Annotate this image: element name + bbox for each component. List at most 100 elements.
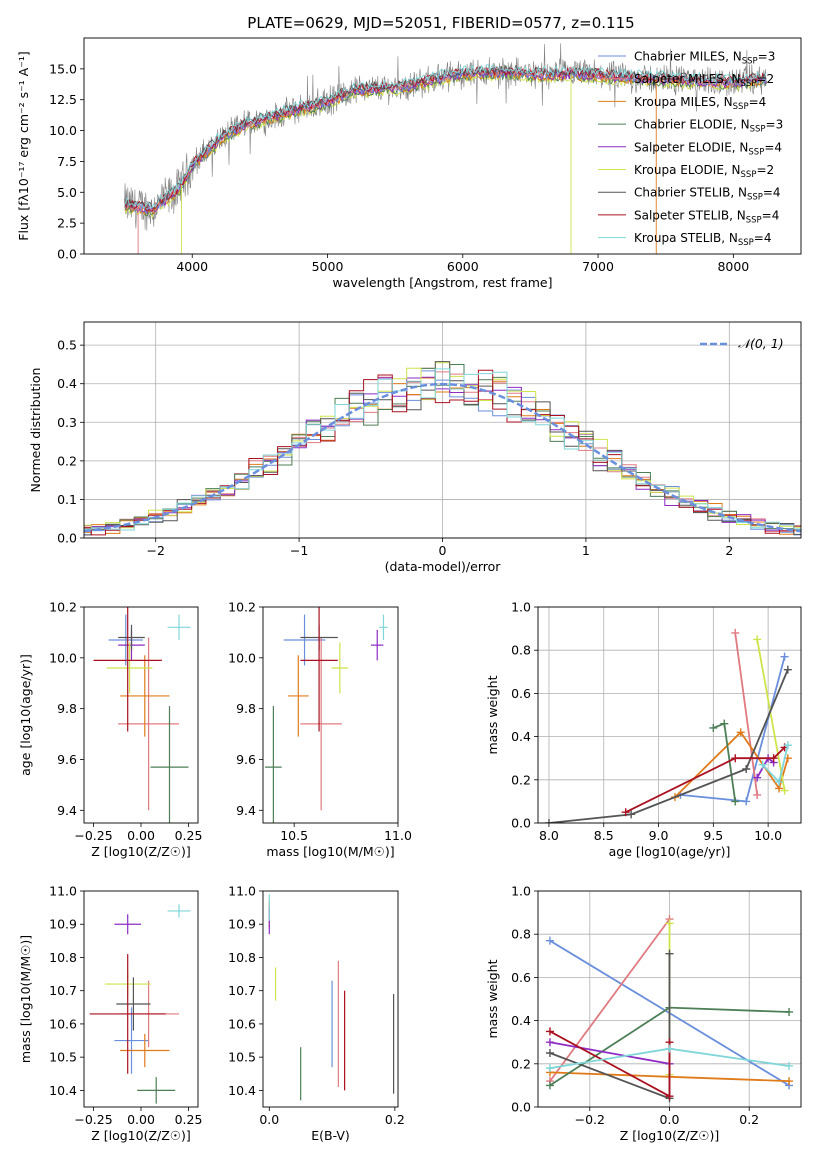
weight-marker (709, 723, 718, 732)
errorbar-salpeter_stelib (300, 607, 338, 732)
y-tick-label: 0.0 (57, 247, 77, 262)
axes-age_vs_Z: −0.25 0.00 0.25 9.4 9.6 9.8 10.0 10.2 Z [log10(Z… (18, 600, 202, 860)
weight-marker (545, 1027, 554, 1036)
figure-title: PLATE=0629, MJD=52051, FIBERID=0577, z=0… (247, 14, 634, 32)
legend-entry-chabrier_elodie: Chabrier ELODIE, NSSP=3 (634, 118, 783, 135)
y-tick-label: 0.0 (57, 531, 77, 546)
legend-entry-subscript: SSP (747, 193, 763, 203)
errorbar-kroupa_elodie (331, 642, 349, 694)
weight-marker (731, 754, 740, 763)
weight-series-kroupa_elodie (753, 635, 789, 795)
y-tick-label: 0.4 (57, 376, 77, 391)
axes-frame (262, 606, 399, 824)
errorbar-kroupa_miles (120, 655, 170, 737)
axes-weight_vs_Z: −0.2 0.0 0.2 0.0 0.2 0.4 0.6 0.8 1.0 Z [log10(Z/Z… (485, 884, 802, 1143)
y-tick-label: 0.4 (511, 729, 531, 744)
y-tick-label: 10.9 (228, 917, 256, 932)
y-tick-label: 0.0 (511, 816, 531, 831)
x-axis-label: age [log10(age/yr)] (609, 844, 731, 859)
y-tick-label: 10.4 (49, 1083, 77, 1098)
errorbar-salpeter_elodie (371, 629, 384, 661)
histogram-kroupa_stelib (84, 368, 801, 531)
x-tick-label: −0.25 (74, 828, 112, 843)
legend-entry-count: =4 (754, 231, 772, 245)
x-tick-label: 1 (582, 543, 590, 558)
weight-marker (783, 741, 792, 750)
x-tick-label: 10.5 (280, 828, 308, 843)
legend-entry-text: Salpeter MILES, N (634, 72, 741, 86)
weight-marker (785, 1077, 794, 1086)
legend-entry-subscript: SSP (748, 147, 764, 157)
y-tick-label: 11.0 (49, 884, 77, 899)
errorbar-chabrier_miles (283, 614, 326, 666)
weight-marker (758, 760, 767, 769)
legend-entry-text: Salpeter ELODIE, N (634, 140, 748, 154)
errorbar-chabrier_elodie (137, 1077, 176, 1104)
y-tick-label: 1.0 (511, 600, 531, 615)
errorbar-chabrier_elodie (150, 706, 189, 823)
weight-marker (665, 1044, 674, 1053)
weight-marker (742, 765, 751, 773)
axes-residuals: −2 −1 0 1 2 0.0 0.1 0.2 0.3 0.4 0.5 (data-model)/er… (28, 321, 802, 574)
spectrum-model-kroupa_stelib (124, 64, 767, 210)
weight-line (712, 722, 737, 802)
weight-marker (753, 790, 762, 799)
legend-entry-subscript: SSP (738, 238, 754, 248)
x-tick-label: 11.0 (384, 828, 412, 843)
legend-entry-text: Kroupa STELIB, N (634, 231, 738, 245)
y-tick-label: 10.0 (228, 650, 256, 665)
axes-weight_vs_age: 8.0 8.5 9.0 9.5 10.0 0.0 0.2 0.4 0.6 0.8 1.0 age [l… (485, 600, 802, 859)
y-tick-label: 10.6 (49, 1016, 77, 1031)
y-tick-label: 10.5 (228, 1050, 256, 1065)
errorbar-chabrier_elodie (265, 706, 282, 823)
weight-line (674, 730, 789, 798)
y-tick-label: 0.8 (511, 927, 531, 942)
x-tick-label: 9.0 (649, 828, 669, 843)
x-tick-label: 0.0 (660, 1112, 680, 1127)
y-tick-label: 10.8 (228, 950, 256, 965)
weight-line (549, 1041, 670, 1065)
weight-series-chabrier_stelib (545, 949, 674, 1103)
weight-marker (545, 1064, 554, 1073)
legend-entry-subscript: SSP (750, 125, 766, 135)
panel-age_vs_Z: −0.25 0.00 0.25 9.4 9.6 9.8 10.0 10.2 Z [log10(Z… (18, 600, 202, 860)
panel-mass_vs_ebv: 0.0 0.2 10.4 10.5 10.6 10.7 10.8 10.9 11.0 E(B-V) (228, 884, 405, 1144)
legend-entry-count: =2 (756, 163, 774, 177)
errorbar-kroupa_miles (287, 655, 309, 737)
plot-area-age_vs_Z (93, 607, 191, 823)
legend-entry-salpeter_elodie: Salpeter ELODIE, NSSP=4 (634, 140, 782, 157)
y-tick-label: 0.5 (57, 338, 77, 353)
y-tick-label: 0.2 (511, 1056, 531, 1071)
plot-area-weight_vs_Z (545, 915, 794, 1103)
y-tick-label: 0.0 (511, 1100, 531, 1115)
y-tick-label: 10.9 (49, 917, 77, 932)
panel-spectrum: 4000 5000 6000 7000 8000 0.0 2.5 5.0 7.5 10.0 12.5… (16, 37, 802, 290)
weight-marker (545, 936, 554, 945)
axes-frame (537, 606, 802, 824)
x-tick-label: −1 (290, 543, 308, 558)
x-tick-label: 8000 (717, 259, 749, 274)
errorbar-chabrier_stelib (116, 977, 151, 1031)
y-axis-label: mass weight (485, 675, 500, 754)
x-tick-label: 6000 (447, 259, 479, 274)
weight-marker (780, 786, 789, 795)
weight-series-salpeter_stelib (621, 743, 789, 817)
weight-marker (665, 919, 674, 928)
panel-residuals: −2 −1 0 1 2 0.0 0.1 0.2 0.3 0.4 0.5 (data-model)/er… (28, 321, 802, 574)
weight-marker (785, 1007, 794, 1016)
x-tick-label: 8.0 (539, 828, 559, 843)
residuals-legend: 𝒩(0, 1) (700, 336, 784, 351)
plot-area-mass_vs_Z (89, 904, 191, 1104)
legend-entry-kroupa_elodie: Kroupa ELODIE, NSSP=2 (634, 163, 774, 180)
errorbar-kroupa_stelib (379, 614, 388, 641)
y-tick-label: 0.6 (511, 970, 531, 985)
x-axis-label: Z [log10(Z/Z☉)] (620, 1128, 720, 1143)
axes-mass_vs_Z: −0.25 0.00 0.25 10.4 10.5 10.6 10.7 10.8 10.9 11.… (18, 884, 202, 1144)
legend-entry-count: =4 (763, 186, 781, 200)
x-tick-label: 4000 (176, 259, 208, 274)
x-axis-label: Z [log10(Z/Z☉)] (91, 844, 191, 859)
weight-marker (627, 810, 636, 819)
y-tick-label: 10.6 (228, 1016, 256, 1031)
y-tick-label: 11.0 (228, 884, 256, 899)
x-tick-label: 10.0 (754, 828, 782, 843)
